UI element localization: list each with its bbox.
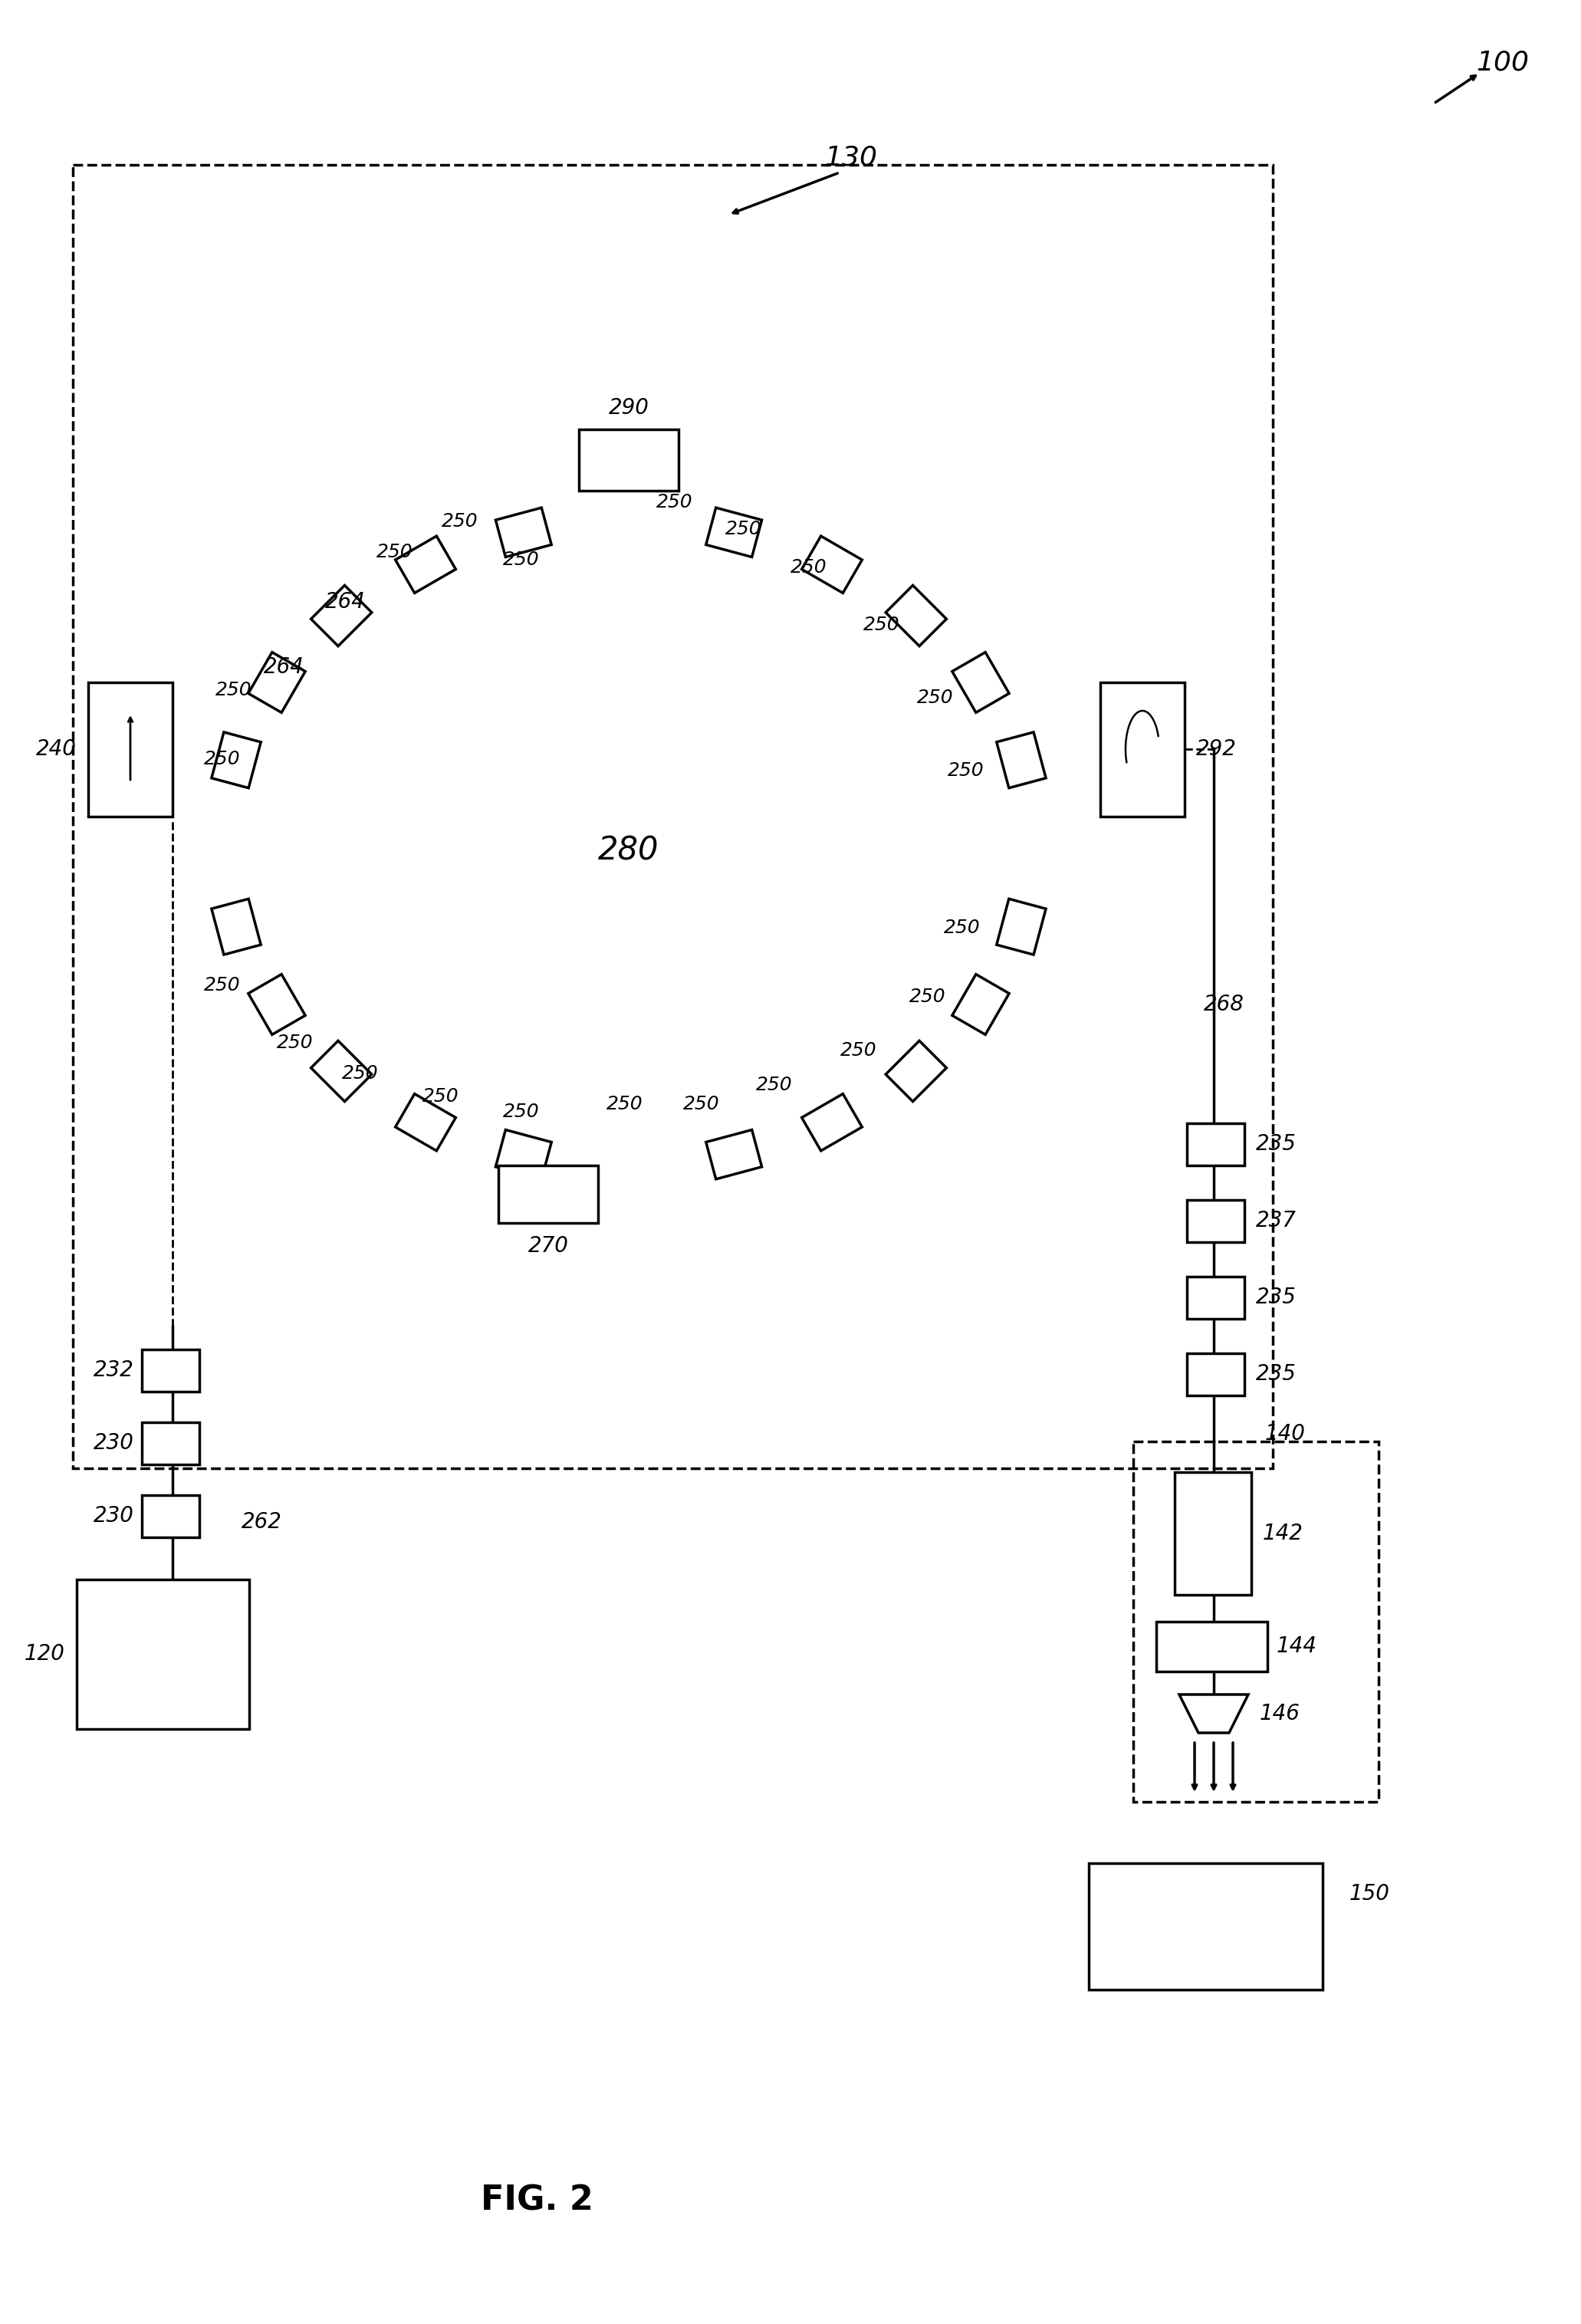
Text: FIG. 2: FIG. 2 bbox=[481, 2185, 593, 2217]
Text: 232: 232 bbox=[93, 1360, 134, 1380]
Text: 250: 250 bbox=[656, 493, 692, 511]
Polygon shape bbox=[885, 1041, 947, 1102]
Text: 250: 250 bbox=[683, 1095, 719, 1113]
Polygon shape bbox=[495, 1129, 552, 1178]
Text: 292: 292 bbox=[1197, 739, 1236, 760]
Polygon shape bbox=[996, 899, 1047, 955]
Text: 140: 140 bbox=[1265, 1422, 1306, 1446]
Polygon shape bbox=[395, 1095, 455, 1150]
Text: 270: 270 bbox=[528, 1236, 569, 1257]
Text: 250: 250 bbox=[949, 762, 985, 781]
Polygon shape bbox=[1179, 1694, 1249, 1734]
Text: 142: 142 bbox=[1263, 1522, 1303, 1543]
Polygon shape bbox=[996, 732, 1047, 788]
Text: 120: 120 bbox=[25, 1643, 65, 1664]
Bar bbox=[1134, 1441, 1379, 1801]
Text: 250: 250 bbox=[503, 551, 539, 569]
Text: 250: 250 bbox=[341, 1064, 378, 1083]
Text: 280: 280 bbox=[598, 834, 659, 867]
Text: 146: 146 bbox=[1260, 1703, 1300, 1724]
Bar bbox=[1100, 683, 1184, 816]
Text: 250: 250 bbox=[790, 558, 827, 576]
Text: 230: 230 bbox=[93, 1506, 134, 1527]
Polygon shape bbox=[311, 1041, 372, 1102]
Text: 237: 237 bbox=[1255, 1211, 1296, 1232]
Polygon shape bbox=[802, 537, 862, 593]
Text: 100: 100 bbox=[1477, 49, 1529, 77]
Polygon shape bbox=[311, 586, 372, 646]
Text: 250: 250 bbox=[607, 1095, 643, 1113]
Polygon shape bbox=[707, 507, 762, 558]
Text: 250: 250 bbox=[422, 1088, 458, 1106]
Text: 150: 150 bbox=[1350, 1882, 1390, 1906]
Polygon shape bbox=[952, 974, 1009, 1034]
Polygon shape bbox=[952, 653, 1009, 713]
Text: 250: 250 bbox=[441, 511, 479, 530]
Text: 235: 235 bbox=[1255, 1287, 1296, 1308]
Text: 250: 250 bbox=[944, 918, 980, 937]
Polygon shape bbox=[248, 653, 305, 713]
Bar bbox=[76, 1580, 250, 1729]
Text: 250: 250 bbox=[204, 751, 240, 769]
Bar bbox=[89, 683, 172, 816]
Text: 264: 264 bbox=[264, 655, 304, 679]
Text: 250: 250 bbox=[909, 988, 945, 1006]
Text: 130: 130 bbox=[825, 144, 877, 170]
Text: 235: 235 bbox=[1255, 1364, 1296, 1385]
Polygon shape bbox=[885, 586, 947, 646]
Text: 250: 250 bbox=[917, 688, 953, 706]
Text: 250: 250 bbox=[376, 544, 413, 562]
Bar bbox=[1187, 1199, 1244, 1241]
Text: 250: 250 bbox=[204, 976, 240, 995]
Text: 235: 235 bbox=[1255, 1134, 1296, 1155]
Bar bbox=[73, 165, 1273, 1469]
Bar bbox=[1187, 1276, 1244, 1318]
Bar bbox=[1175, 1471, 1251, 1594]
Text: 250: 250 bbox=[215, 681, 251, 700]
Text: 264: 264 bbox=[324, 590, 365, 614]
Polygon shape bbox=[495, 507, 552, 558]
Text: 250: 250 bbox=[841, 1041, 877, 1060]
Polygon shape bbox=[212, 899, 261, 955]
Text: 240: 240 bbox=[36, 739, 76, 760]
Text: 250: 250 bbox=[503, 1102, 539, 1120]
Text: 290: 290 bbox=[609, 397, 648, 418]
Bar bbox=[142, 1422, 199, 1464]
Polygon shape bbox=[212, 732, 261, 788]
Bar bbox=[142, 1350, 199, 1392]
Bar bbox=[1187, 1353, 1244, 1394]
Bar bbox=[1156, 1622, 1268, 1671]
Bar bbox=[1187, 1122, 1244, 1164]
Text: 230: 230 bbox=[93, 1432, 134, 1455]
Polygon shape bbox=[248, 974, 305, 1034]
Text: 144: 144 bbox=[1276, 1636, 1317, 1657]
Bar bbox=[1089, 1864, 1323, 1989]
Text: 250: 250 bbox=[726, 521, 762, 539]
Polygon shape bbox=[395, 537, 455, 593]
Text: 268: 268 bbox=[1203, 995, 1244, 1016]
Polygon shape bbox=[802, 1095, 862, 1150]
Polygon shape bbox=[707, 1129, 762, 1178]
Text: 250: 250 bbox=[277, 1034, 313, 1053]
Text: 262: 262 bbox=[242, 1511, 281, 1534]
Bar bbox=[498, 1164, 598, 1222]
Bar bbox=[579, 430, 678, 490]
Text: 250: 250 bbox=[756, 1076, 792, 1095]
Bar bbox=[142, 1494, 199, 1536]
Text: 250: 250 bbox=[863, 616, 900, 634]
